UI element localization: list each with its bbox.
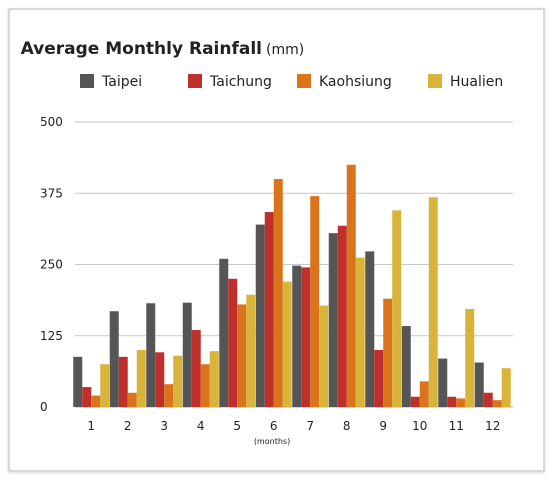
bar-taichung-10 — [410, 396, 420, 407]
bar-taipei-2 — [109, 311, 119, 407]
x-tick-label: 11 — [449, 419, 464, 433]
bars — [73, 164, 511, 407]
rainfall-chart: Average Monthly Rainfall (mm) Taipei Taic… — [21, 39, 513, 446]
chart-title-unit: (mm) — [266, 42, 304, 58]
chart-frame: Average Monthly Rainfall (mm) Taipei Taic… — [8, 8, 545, 472]
bar-taichung-7 — [301, 267, 311, 407]
x-tick-label: 4 — [197, 419, 205, 433]
bar-kaohsiung-1 — [91, 395, 101, 407]
x-axis: 1 2 3 4 5 6 7 8 9 10 11 12 — [87, 419, 500, 433]
x-tick-label: 3 — [160, 419, 168, 433]
legend-swatch-taipei — [80, 74, 94, 88]
x-tick-label: 8 — [343, 419, 351, 433]
bar-hualien-9 — [392, 210, 402, 407]
bar-taichung-5 — [228, 278, 238, 407]
bar-kaohsiung-7 — [310, 196, 320, 407]
bar-hualien-7 — [319, 305, 329, 407]
bar-kaohsiung-5 — [237, 304, 247, 407]
bar-taichung-9 — [374, 350, 384, 407]
y-tick-label: 500 — [40, 115, 63, 129]
bar-taipei-4 — [182, 302, 192, 407]
legend-label-kaohsiung: Kaohsiung — [319, 74, 392, 90]
legend-swatch-kaohsiung — [297, 74, 311, 88]
bar-taichung-1 — [82, 387, 92, 407]
bar-kaohsiung-4 — [200, 364, 210, 407]
bar-taipei-12 — [474, 362, 484, 407]
bar-taipei-11 — [438, 358, 448, 407]
y-tick-label: 0 — [40, 400, 48, 414]
bar-hualien-10 — [428, 197, 438, 407]
bar-taipei-6 — [255, 224, 265, 407]
grid: 0 125 250 375 500 — [40, 115, 513, 414]
bar-kaohsiung-8 — [346, 164, 356, 407]
bar-hualien-11 — [465, 308, 475, 407]
bar-taichung-4 — [191, 330, 201, 407]
bar-taichung-11 — [447, 396, 457, 407]
bar-hualien-2 — [136, 350, 146, 407]
bar-hualien-4 — [209, 351, 219, 407]
bar-kaohsiung-10 — [419, 381, 429, 407]
bar-kaohsiung-12 — [492, 400, 502, 407]
bar-hualien-12 — [501, 368, 511, 407]
bar-hualien-5 — [246, 294, 256, 407]
x-tick-label: 2 — [124, 419, 132, 433]
bar-taipei-1 — [73, 356, 83, 407]
bar-taipei-5 — [219, 258, 229, 407]
x-tick-label: 7 — [306, 419, 314, 433]
bar-taipei-8 — [328, 233, 338, 407]
bar-taichung-8 — [337, 225, 347, 407]
bar-taipei-3 — [146, 303, 156, 407]
x-tick-label: 1 — [87, 419, 95, 433]
bar-taichung-6 — [264, 212, 274, 407]
legend-swatch-hualien — [428, 74, 442, 88]
x-tick-label: 12 — [485, 419, 500, 433]
bar-hualien-8 — [355, 257, 365, 407]
y-tick-label: 375 — [40, 186, 63, 200]
y-tick-label: 125 — [40, 329, 63, 343]
bar-hualien-3 — [173, 355, 183, 407]
legend-label-taichung: Taichung — [209, 74, 272, 90]
bar-taichung-3 — [155, 352, 165, 407]
chart-title: Average Monthly Rainfall — [21, 39, 262, 59]
y-tick-label: 250 — [40, 258, 63, 272]
bar-taipei-7 — [292, 265, 302, 407]
legend-swatch-taichung — [188, 74, 202, 88]
bar-kaohsiung-9 — [383, 298, 393, 407]
bar-taichung-2 — [118, 356, 128, 407]
bar-hualien-1 — [100, 364, 110, 407]
x-tick-label: 10 — [412, 419, 427, 433]
legend: Taipei Taichung Kaohsiung Hualien — [80, 74, 503, 90]
x-tick-label: 6 — [270, 419, 278, 433]
x-tick-label: 9 — [379, 419, 387, 433]
bar-kaohsiung-11 — [456, 398, 466, 407]
bar-taipei-9 — [365, 251, 375, 407]
x-axis-label: (months) — [254, 437, 290, 446]
bar-kaohsiung-3 — [164, 384, 174, 407]
bar-kaohsiung-2 — [127, 392, 137, 407]
bar-hualien-6 — [282, 281, 292, 407]
legend-label-taipei: Taipei — [101, 74, 142, 90]
bar-taichung-12 — [483, 392, 493, 407]
x-tick-label: 5 — [233, 419, 241, 433]
legend-label-hualien: Hualien — [450, 74, 503, 90]
bar-taipei-10 — [401, 326, 411, 407]
bar-kaohsiung-6 — [273, 179, 283, 407]
